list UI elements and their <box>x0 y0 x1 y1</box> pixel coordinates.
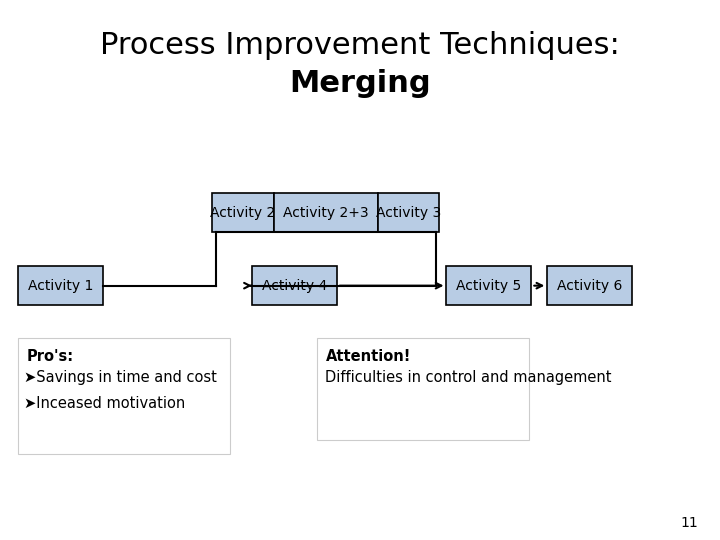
FancyBboxPatch shape <box>274 193 378 232</box>
Text: Activity 2: Activity 2 <box>210 206 276 220</box>
Text: ➤Savings in time and cost: ➤Savings in time and cost <box>24 370 217 385</box>
FancyBboxPatch shape <box>446 266 531 305</box>
FancyBboxPatch shape <box>212 193 274 232</box>
Text: Pro's:: Pro's: <box>27 349 73 364</box>
Text: Attention!: Attention! <box>325 349 411 364</box>
Text: Merging: Merging <box>289 69 431 98</box>
FancyBboxPatch shape <box>378 193 439 232</box>
Text: Activity 2+3: Activity 2+3 <box>283 206 369 220</box>
Text: Activity 6: Activity 6 <box>557 279 622 293</box>
FancyBboxPatch shape <box>18 266 103 305</box>
Text: ➤Inceased motivation: ➤Inceased motivation <box>24 396 185 411</box>
FancyBboxPatch shape <box>252 266 337 305</box>
FancyBboxPatch shape <box>547 266 632 305</box>
Text: Activity 3: Activity 3 <box>376 206 441 220</box>
Text: Process Improvement Techniques:: Process Improvement Techniques: <box>100 31 620 60</box>
Text: Activity 5: Activity 5 <box>456 279 521 293</box>
Text: 11: 11 <box>680 516 698 530</box>
Text: Activity 4: Activity 4 <box>262 279 327 293</box>
Text: Difficulties in control and management: Difficulties in control and management <box>325 370 612 385</box>
FancyBboxPatch shape <box>18 338 230 454</box>
FancyBboxPatch shape <box>317 338 529 440</box>
Text: Activity 1: Activity 1 <box>28 279 93 293</box>
